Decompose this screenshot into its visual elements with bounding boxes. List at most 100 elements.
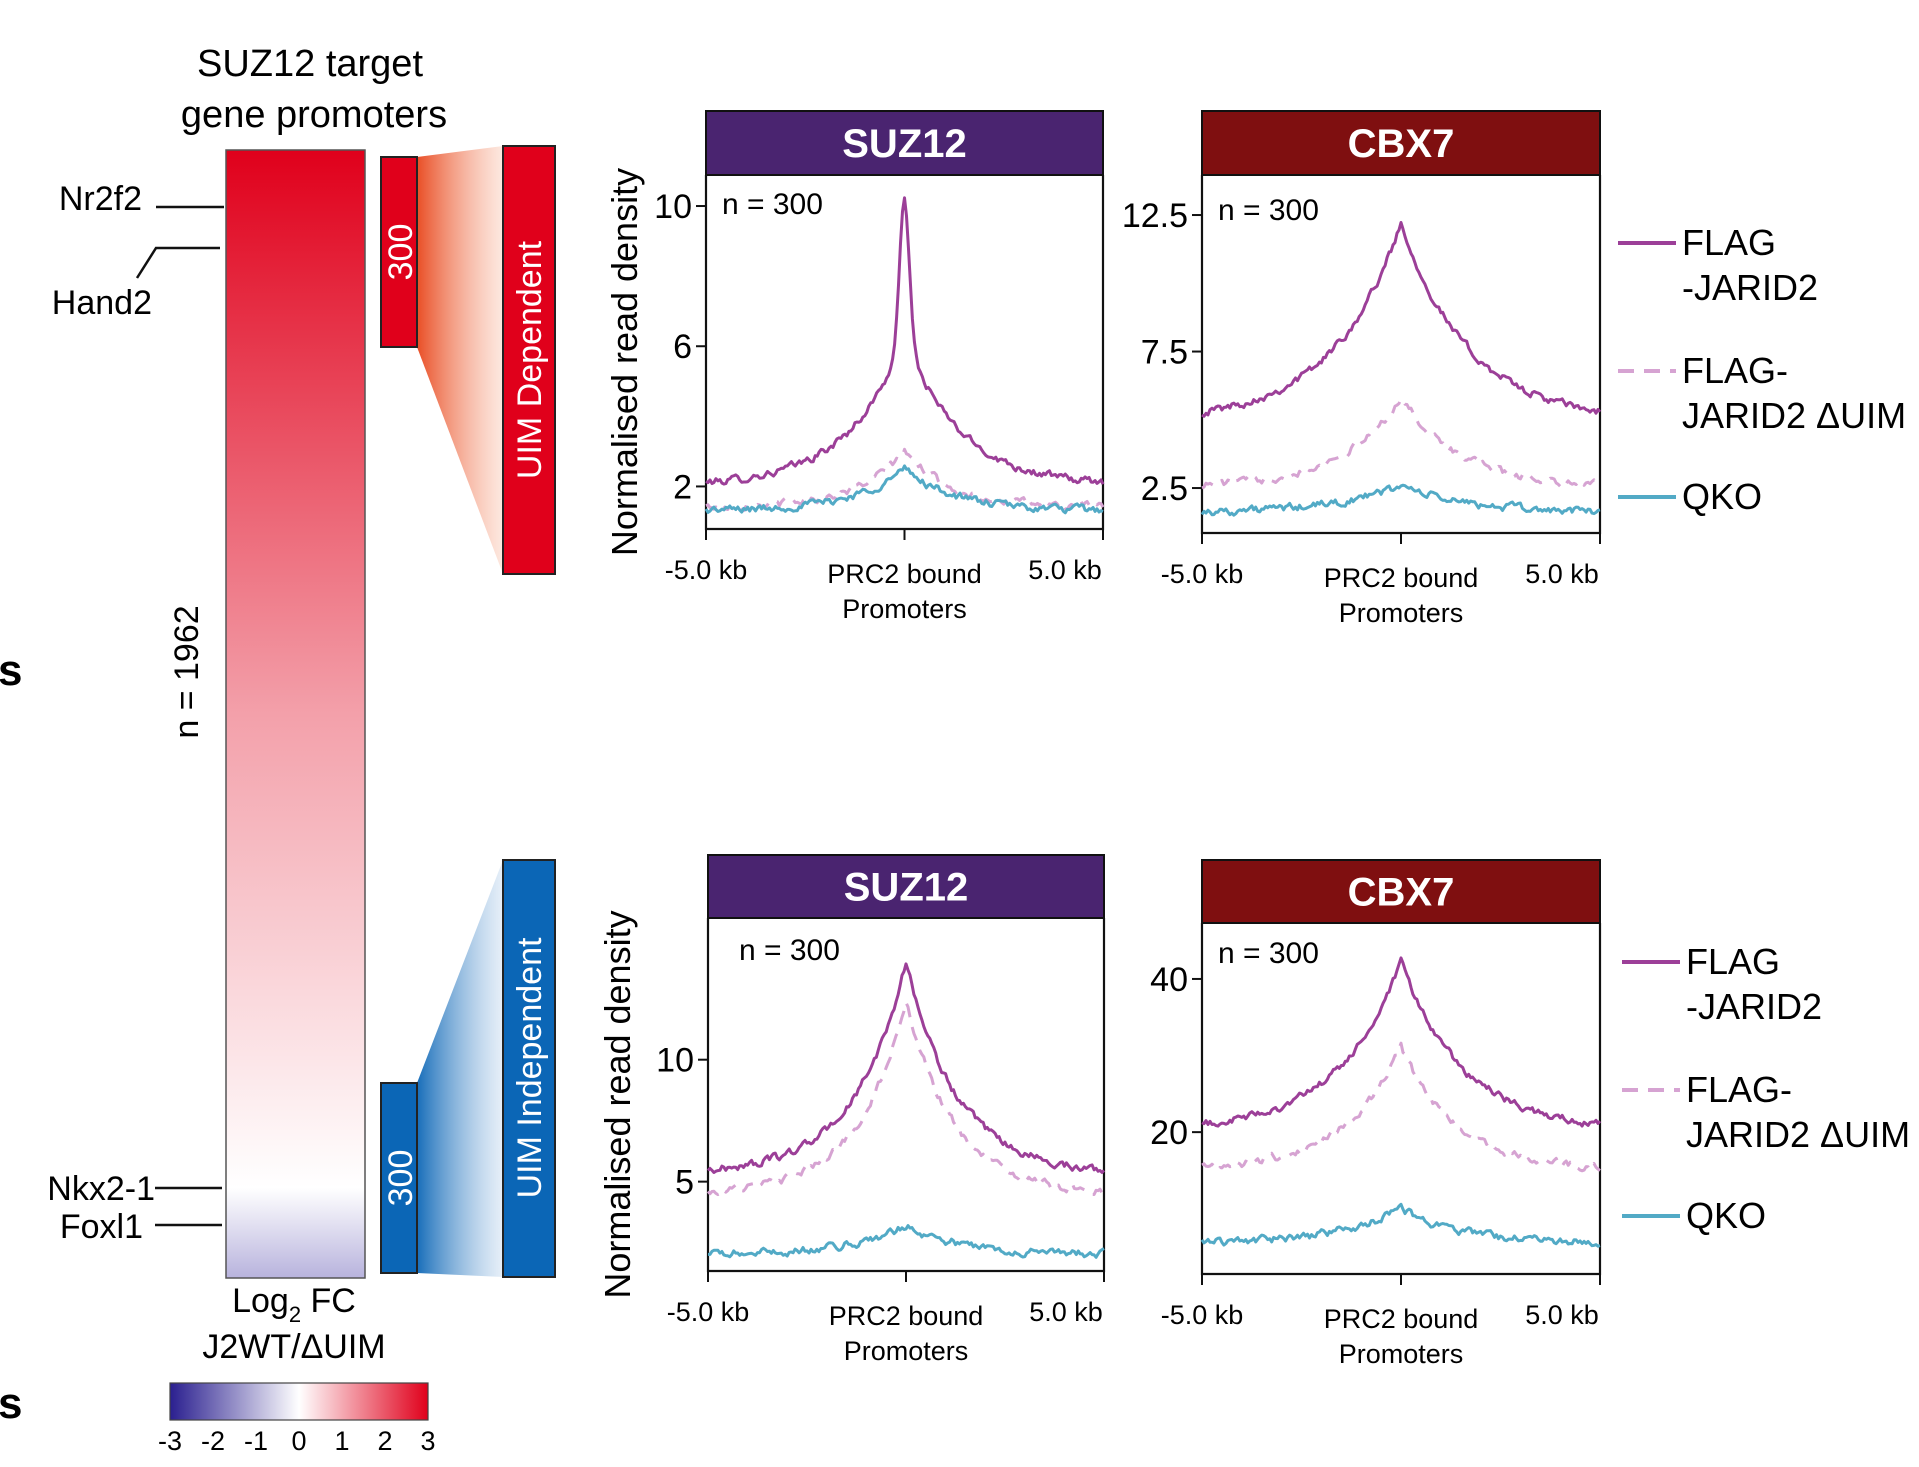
x-axis-label-line1: PRC2 bound: [827, 559, 982, 589]
dependent-fan: [417, 146, 503, 574]
gene-label-hand2: Hand2: [52, 284, 152, 322]
y-tick-label: 7.5: [1141, 334, 1188, 372]
heatmap-panel: SUZ12 target gene promoters n = 1962 Nr2…: [47, 43, 556, 1456]
profile-plot-3: SUZ12 5 10 -5.0 kb 5.0 kb PRC2 bound Promoters…: [597, 854, 1106, 1366]
series-line-3: [704, 464, 1104, 515]
series-line-3: [1200, 1202, 1601, 1248]
plot-title: CBX7: [1348, 871, 1455, 915]
profile-plots: SUZ12 2 6 10 -5.0 kb 5.0 kb PRC2 bound Promoter…: [597, 110, 1602, 1369]
x-tick-label-right: 5.0 kb: [1028, 555, 1102, 585]
x-tick-label-right: 5.0 kb: [1525, 1300, 1599, 1330]
edge-letter-top: s: [0, 646, 22, 695]
legend-top: FLAG-JARID2 FLAG-JARID2 ΔUIM QKO: [1618, 222, 1906, 517]
y-tick-label: 12.5: [1122, 197, 1188, 235]
legend-label-line1: FLAG-: [1682, 350, 1788, 391]
series-line-1: [706, 962, 1106, 1174]
edge-letter-bottom: s: [0, 1379, 22, 1428]
y-tick-label: 10: [654, 188, 692, 226]
plot-title-bar: [705, 110, 1104, 176]
gene-label-foxl1: Foxl1: [60, 1208, 143, 1246]
y-tick-label: 20: [1150, 1114, 1188, 1152]
gene-tick-hand2: [135, 246, 220, 279]
legend-label-line1: QKO: [1682, 476, 1762, 517]
plot-title-bar: [1201, 110, 1601, 176]
y-tick-label: 2: [673, 468, 692, 506]
gene-label-nkx2-1: Nkx2-1: [47, 1170, 155, 1208]
legend-bottom: FLAG-JARID2 FLAG-JARID2 ΔUIM QKO: [1622, 941, 1910, 1236]
independent-fan: [417, 860, 503, 1277]
colorbar-tick-label: -3: [158, 1426, 182, 1456]
plot-title-bar: [707, 854, 1105, 919]
plot-axes: [1200, 923, 1602, 1276]
plot-n-label: n = 300: [1218, 937, 1319, 970]
legend-label-line1: FLAG: [1686, 941, 1780, 982]
heatmap-bar: [225, 149, 366, 1279]
colorbar-tick-label: 2: [377, 1426, 392, 1456]
colorbar: [169, 1382, 429, 1421]
x-axis-label-line1: PRC2 bound: [829, 1301, 984, 1331]
x-axis-label-line1: PRC2 bound: [1324, 563, 1479, 593]
plot-axes: [706, 918, 1106, 1273]
independent-count-box: [380, 1082, 418, 1274]
series-line-3: [708, 1224, 1105, 1259]
y-tick-label: 40: [1150, 961, 1188, 999]
x-tick-label-left: -5.0 kb: [1161, 559, 1244, 589]
plot-n-label: n = 300: [722, 188, 823, 221]
series-line-1: [1201, 221, 1602, 418]
plot-n-label: n = 300: [739, 934, 840, 967]
independent-count: 300: [382, 1150, 420, 1207]
gene-label-nr2f2: Nr2f2: [59, 180, 142, 218]
y-tick-label: 2.5: [1141, 470, 1188, 508]
independent-label: UIM Independent: [511, 937, 549, 1198]
independent-label-box: [502, 859, 556, 1278]
legend-label-line2: -JARID2: [1682, 267, 1818, 308]
series-line-2: [1201, 397, 1601, 490]
dependent-label-box: [502, 145, 556, 575]
x-axis-label-line2: Promoters: [844, 1336, 969, 1366]
x-axis-label-line2: Promoters: [1339, 1339, 1464, 1369]
plot-title: SUZ12: [844, 866, 969, 910]
legend-label-line1: FLAG: [1682, 222, 1776, 263]
colorbar-ticks: -3 -2 -1 0 1 2 3: [158, 1426, 436, 1456]
series-line-2: [1201, 1041, 1601, 1173]
series-line-1: [1201, 956, 1602, 1128]
series-line-2: [705, 447, 1105, 513]
heatmap-xlabel-line2: J2WT/ΔUIM: [202, 1328, 385, 1366]
series-line-3: [1200, 483, 1601, 517]
colorbar-tick-label: 3: [420, 1426, 435, 1456]
dependent-count-box: [380, 156, 418, 348]
colorbar-tick-label: -1: [244, 1426, 268, 1456]
heatmap-title-line1: SUZ12 target: [197, 43, 423, 85]
profile-plot-4: CBX7 20 40 -5.0 kb 5.0 kb PRC2 bound Promoters…: [1150, 859, 1602, 1369]
legend-label-line2: JARID2 ΔUIM: [1682, 395, 1906, 436]
colorbar-tick-label: 1: [334, 1426, 349, 1456]
heatmap-xlabel-line1: Log2 FC: [232, 1282, 356, 1327]
colorbar-tick-label: 0: [291, 1426, 306, 1456]
x-axis-label-line1: PRC2 bound: [1324, 1304, 1479, 1334]
x-axis-label-line2: Promoters: [842, 594, 967, 624]
legend-label-line1: FLAG-: [1686, 1069, 1792, 1110]
legend-label-line2: -JARID2: [1686, 986, 1822, 1027]
legend-label-line1: QKO: [1686, 1195, 1766, 1236]
plot-axes: [1200, 175, 1602, 535]
colorbar-tick-label: -2: [201, 1426, 225, 1456]
x-tick-label-right: 5.0 kb: [1029, 1297, 1103, 1327]
legend-label-line2: JARID2 ΔUIM: [1686, 1114, 1910, 1155]
y-axis-label: Normalised read density: [604, 168, 645, 556]
dependent-count: 300: [382, 224, 420, 281]
plot-title-bar: [1201, 859, 1601, 924]
series-line-1: [705, 196, 1105, 486]
x-tick-label-left: -5.0 kb: [665, 555, 748, 585]
plot-n-label: n = 300: [1218, 194, 1319, 227]
profile-plot-2: CBX7 2.5 7.5 12.5 -5.0 kb 5.0 kb PRC2 bound Pro…: [1122, 110, 1602, 628]
x-axis-label-line2: Promoters: [1339, 598, 1464, 628]
x-tick-label-right: 5.0 kb: [1525, 559, 1599, 589]
plot-title: CBX7: [1348, 122, 1455, 166]
profile-plot-1: SUZ12 2 6 10 -5.0 kb 5.0 kb PRC2 bound Promoter…: [604, 110, 1105, 624]
x-tick-label-left: -5.0 kb: [667, 1297, 750, 1327]
y-axis-label: Normalised read density: [597, 910, 638, 1298]
y-tick-label: 6: [673, 328, 692, 366]
plot-title: SUZ12: [842, 122, 967, 166]
y-tick-label: 10: [656, 1042, 694, 1080]
